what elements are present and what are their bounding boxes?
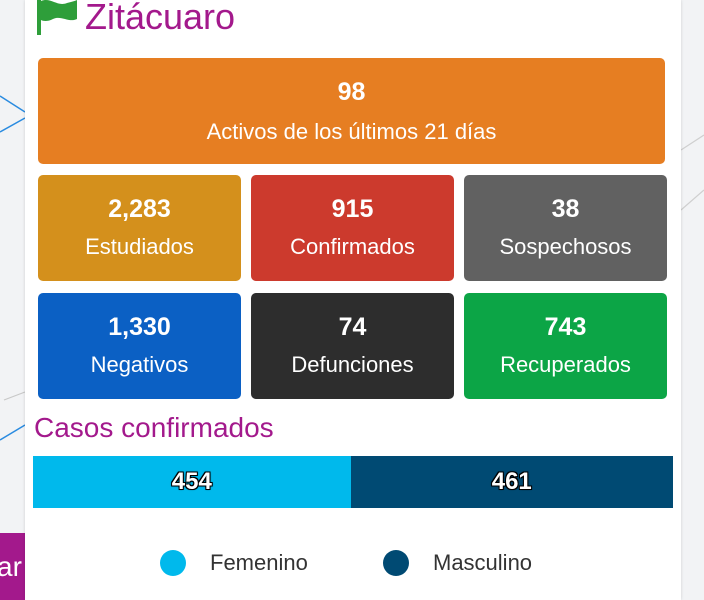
active-cases-value: 98 [337,78,366,106]
negative-value: 1,330 [108,313,171,341]
confirmed-card: 915 Confirmados [251,175,454,281]
confirmed-label: Confirmados [290,234,415,259]
recovered-card: 743 Recuperados [464,293,667,399]
female-segment-label: 454 [171,468,212,495]
female-segment[interactable]: 454 [33,456,351,508]
legend-item-female[interactable]: Femenino [160,548,308,578]
recovered-label: Recuperados [500,352,631,377]
suspected-value: 38 [551,195,580,223]
page-title: Zitácuaro [85,0,236,37]
studied-value: 2,283 [108,195,171,223]
deaths-card: 74 Defunciones [251,293,454,399]
legend-label-male: Masculino [433,550,533,575]
panel-header: Zitácuaro [35,0,235,40]
studied-card: 2,283 Estudiados [38,175,241,281]
confirmed-value: 915 [331,195,374,223]
studied-label: Estudiados [85,234,194,259]
male-segment[interactable]: 461 [350,456,673,508]
recovered-value: 743 [544,313,587,341]
left-tab-label: ar [0,551,22,582]
legend-item-male[interactable]: Masculino [383,548,532,578]
negative-card: 1,330 Negativos [38,293,241,399]
active-cases-card: 98 Activos de los últimos 21 días [38,58,665,164]
female-dot-icon [160,550,186,576]
suspected-card: 38 Sospechosos [464,175,667,281]
negative-label: Negativos [90,352,189,377]
legend-label-female: Femenino [210,550,308,575]
deaths-label: Defunciones [291,352,414,377]
stats-panel: Zitácuaro 98 Activos de los últimos 21 d… [25,0,681,600]
left-tab[interactable]: ar [0,533,25,600]
flag-icon [37,0,77,35]
suspected-label: Sospechosos [499,234,632,259]
male-segment-label: 461 [491,468,532,495]
confirmed-by-sex-bar: 454 461 [33,456,673,508]
active-cases-label: Activos de los últimos 21 días [206,119,497,144]
deaths-value: 74 [338,313,367,341]
male-dot-icon [383,550,409,576]
legend: Femenino Masculino [25,548,681,578]
confirmed-cases-title: Casos confirmados [34,412,274,443]
